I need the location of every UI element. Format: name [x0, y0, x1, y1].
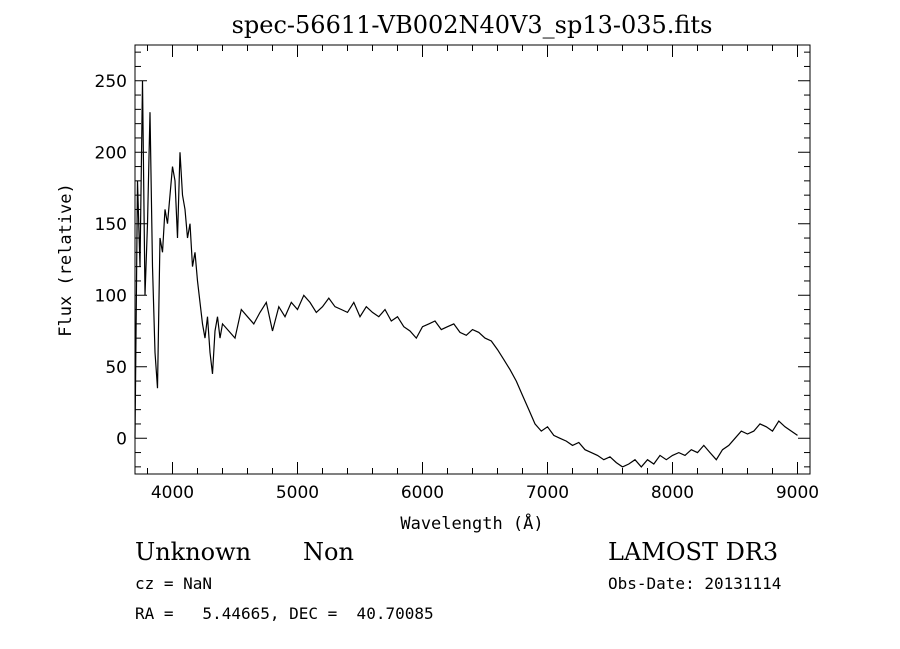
x-axis-label: Wavelength (Å) — [400, 512, 543, 534]
cz-label: cz = NaN — [135, 574, 213, 593]
x-tick-label: 9000 — [776, 483, 819, 503]
x-tick-label: 6000 — [401, 483, 444, 503]
y-tick-label: 250 — [95, 72, 127, 92]
tick-labels: 4000 5000 6000 7000 8000 9000 0 50 100 150 200 250 — [95, 72, 820, 503]
y-tick-label: 150 — [95, 215, 127, 235]
y-tick-label: 0 — [116, 429, 127, 449]
radec-label: RA = 5.44665, DEC = 40.70085 — [135, 604, 434, 623]
axis-ticks — [135, 45, 810, 474]
x-tick-label: 5000 — [276, 483, 319, 503]
class-label: Unknown — [135, 538, 252, 566]
x-tick-label: 7000 — [526, 483, 569, 503]
plot-frame — [134, 44, 811, 475]
y-axis-label: Flux (relative) — [56, 183, 76, 337]
chart-title: spec-56611-VB002N40V3_sp13-035.fits — [232, 11, 713, 39]
subclass-label: Non — [303, 538, 354, 566]
survey-label: LAMOST DR3 — [608, 538, 779, 566]
x-tick-label: 4000 — [151, 483, 194, 503]
y-tick-label: 200 — [95, 143, 127, 163]
x-tick-label: 8000 — [651, 483, 694, 503]
y-tick-label: 100 — [95, 286, 127, 306]
spectrum-line — [134, 80, 798, 468]
obs-date-label: Obs-Date: 20131114 — [608, 574, 782, 593]
y-tick-label: 50 — [105, 358, 127, 378]
